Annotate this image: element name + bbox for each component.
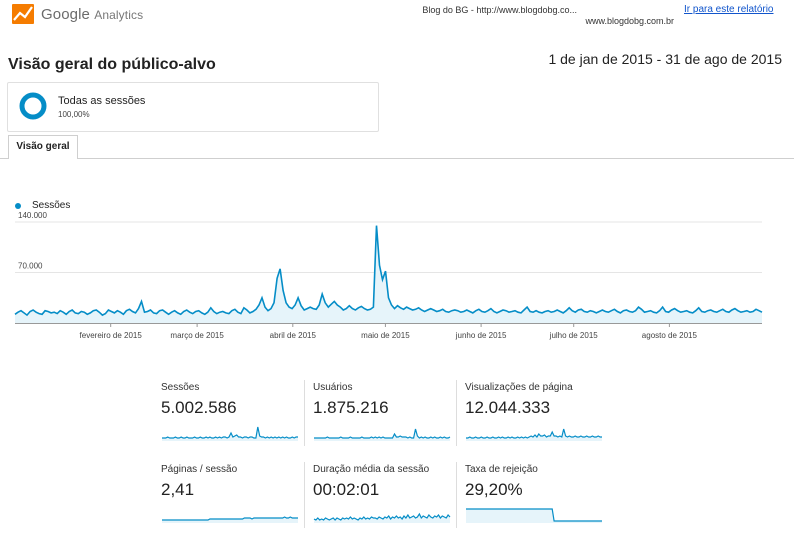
metric-label: Taxa de rejeição — [465, 464, 538, 475]
brand-analytics: Analytics — [94, 8, 144, 22]
sparkline-area — [466, 429, 602, 441]
segment-percent: 100,00% — [58, 110, 90, 119]
y-tick-label: 140.000 — [18, 211, 47, 220]
site-url: www.blogdobg.com.br — [585, 16, 674, 26]
metric-sparkline — [313, 512, 451, 523]
site-name: Blog do BG - http://www.blogdobg.co... — [422, 5, 577, 15]
sparkline-line — [314, 428, 451, 439]
legend-label: Sessões — [32, 200, 71, 211]
metric-value: 5.002.586 — [161, 398, 237, 417]
metric-label: Visualizações de página — [465, 382, 573, 393]
google-analytics-logo-icon — [12, 4, 34, 24]
metric-card[interactable]: Taxa de rejeição 29,20% — [465, 464, 605, 539]
tab-bar-divider — [0, 158, 794, 159]
sparkline-line — [162, 426, 298, 439]
metric-card[interactable]: Visualizações de página 12.044.333 — [465, 382, 605, 457]
sparkline-line — [466, 428, 602, 439]
metric-card[interactable]: Sessões 5.002.586 — [161, 382, 301, 457]
x-tick-label: junho de 2015 — [455, 331, 507, 340]
x-tick-label: abril de 2015 — [270, 331, 317, 340]
segment-name: Todas as sessões — [58, 95, 146, 107]
sessions-chart: 140.000 70.000 fevereiro de 2015 março de … — [14, 211, 763, 340]
metric-label: Usuários — [313, 382, 353, 393]
metric-separator — [304, 380, 305, 446]
brand-name: Google Analytics — [41, 6, 143, 23]
sessions-area — [15, 225, 762, 323]
segment-ring-icon — [19, 92, 47, 120]
tab-overview[interactable]: Visão geral — [8, 135, 78, 159]
metric-sparkline — [162, 426, 298, 441]
metric-card[interactable]: Duração média da sessão 00:02:01 — [313, 464, 453, 539]
metric-label: Sessões — [161, 382, 200, 393]
metric-sparkline — [466, 508, 602, 523]
metric-sparkline — [314, 428, 451, 441]
metric-separator — [456, 462, 457, 528]
x-tick-label: maio de 2015 — [361, 331, 410, 340]
x-tick-label: março de 2015 — [170, 331, 224, 340]
metric-value: 12.044.333 — [465, 398, 551, 417]
metric-card[interactable]: Usuários 1.875.216 — [313, 382, 453, 457]
go-to-report-link[interactable]: Ir para este relatório — [684, 4, 774, 15]
sessions-line — [14, 225, 763, 317]
brand-google: Google — [41, 6, 90, 23]
date-range[interactable]: 1 de jan de 2015 - 31 de ago de 2015 — [548, 51, 782, 67]
metric-value: 00:02:01 — [313, 480, 380, 499]
page-title: Visão geral do público-alvo — [8, 56, 216, 73]
segment-card[interactable] — [7, 82, 379, 132]
sparkline-line — [162, 516, 298, 521]
sparkline-area — [466, 509, 602, 523]
metric-separator — [456, 380, 457, 446]
sparkline-line — [466, 508, 602, 522]
metric-sparkline — [162, 516, 298, 523]
metric-separator — [304, 462, 305, 528]
metric-sparkline — [466, 428, 602, 441]
metric-label: Duração média da sessão — [313, 464, 430, 475]
y-tick-label: 70.000 — [18, 262, 43, 271]
x-tick-label: julho de 2015 — [549, 331, 599, 340]
sparkline-area — [314, 429, 450, 441]
metric-value: 1.875.216 — [313, 398, 389, 417]
x-tick-label: fevereiro de 2015 — [80, 331, 143, 340]
metric-value: 2,41 — [161, 480, 195, 499]
x-tick-label: agosto de 2015 — [642, 331, 698, 340]
metric-card[interactable]: Páginas / sessão 2,41 — [161, 464, 301, 539]
metric-value: 29,20% — [465, 480, 523, 499]
legend-marker-icon — [15, 203, 21, 209]
metric-label: Páginas / sessão — [161, 464, 238, 475]
sparkline-line — [313, 512, 451, 521]
